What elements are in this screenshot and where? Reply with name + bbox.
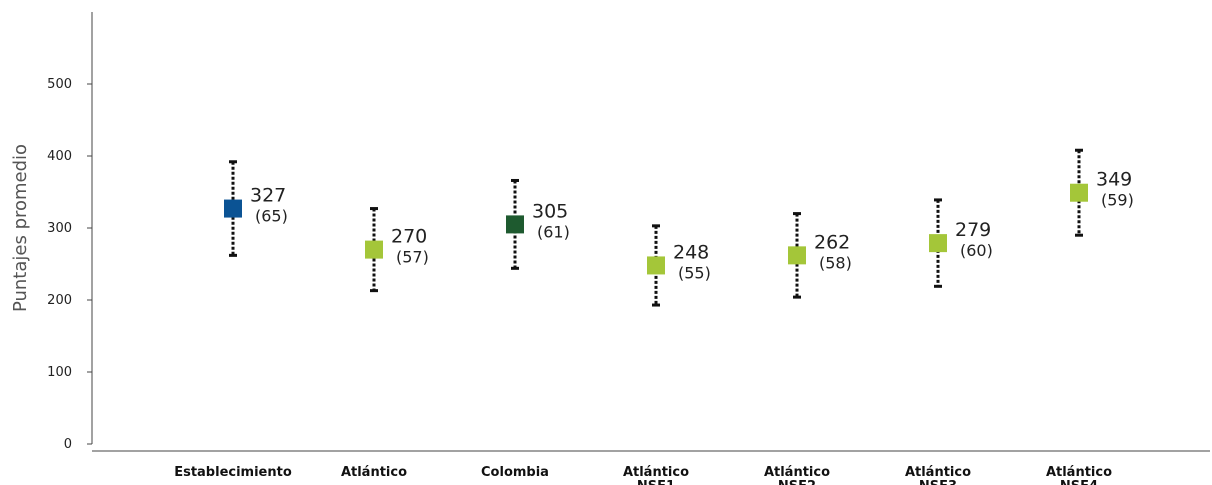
data-point: [506, 215, 524, 234]
mean-value-label: 279: [955, 219, 991, 241]
mean-value-label: 248: [673, 241, 709, 263]
x-category-label: Atlántico: [623, 465, 689, 480]
mean-value-label: 349: [1096, 169, 1132, 191]
y-tick-label: 400: [47, 149, 72, 164]
sd-value-label: (65): [255, 207, 288, 226]
y-tick-label: 200: [47, 293, 72, 308]
x-category-label: Colombia: [481, 465, 549, 480]
mean-value-label: 262: [814, 231, 850, 253]
sd-value-label: (58): [819, 253, 852, 272]
sd-value-label: (55): [678, 263, 711, 282]
x-category-label: Atlántico: [905, 465, 971, 480]
y-tick-label: 500: [47, 77, 72, 92]
x-category-label: NSE2: [778, 479, 816, 485]
y-tick-label: 300: [47, 221, 72, 236]
data-point: [365, 240, 383, 259]
data-point: [224, 199, 242, 218]
x-category-label: Atlántico: [341, 465, 407, 480]
y-tick-labels: 0 100 200 300 400 500: [47, 77, 92, 452]
x-category-label: Establecimiento: [174, 465, 292, 480]
sd-value-label: (61): [537, 222, 570, 241]
x-category-label: Atlántico: [764, 465, 830, 480]
data-labels: 327(65) 270(57) 305(61) 248(55) 262(58) 279(6…: [250, 169, 1134, 283]
mean-value-label: 270: [391, 226, 427, 248]
y-tick-label: 100: [47, 365, 72, 380]
y-tick-label: 0: [64, 437, 72, 452]
x-category-label: NSE3: [919, 479, 957, 485]
data-point: [647, 256, 665, 275]
data-point: [1070, 183, 1088, 202]
data-point: [929, 234, 947, 253]
y-axis-title: Puntajes promedio: [10, 144, 31, 312]
sd-value-label: (59): [1101, 191, 1134, 210]
data-point: [788, 246, 806, 265]
category-labels: Establecimiento Atlántico Colombia Atlántic…: [174, 465, 1112, 485]
x-category-label: Atlántico: [1046, 465, 1112, 480]
sd-value-label: (60): [960, 241, 993, 260]
data-markers: [224, 183, 1088, 275]
x-category-label: NSE4: [1060, 479, 1098, 485]
sd-value-label: (57): [396, 248, 429, 267]
axes: [91, 12, 1210, 452]
mean-value-label: 327: [250, 185, 286, 207]
mean-value-label: 305: [532, 200, 568, 222]
x-category-label: NSE1: [637, 479, 675, 485]
